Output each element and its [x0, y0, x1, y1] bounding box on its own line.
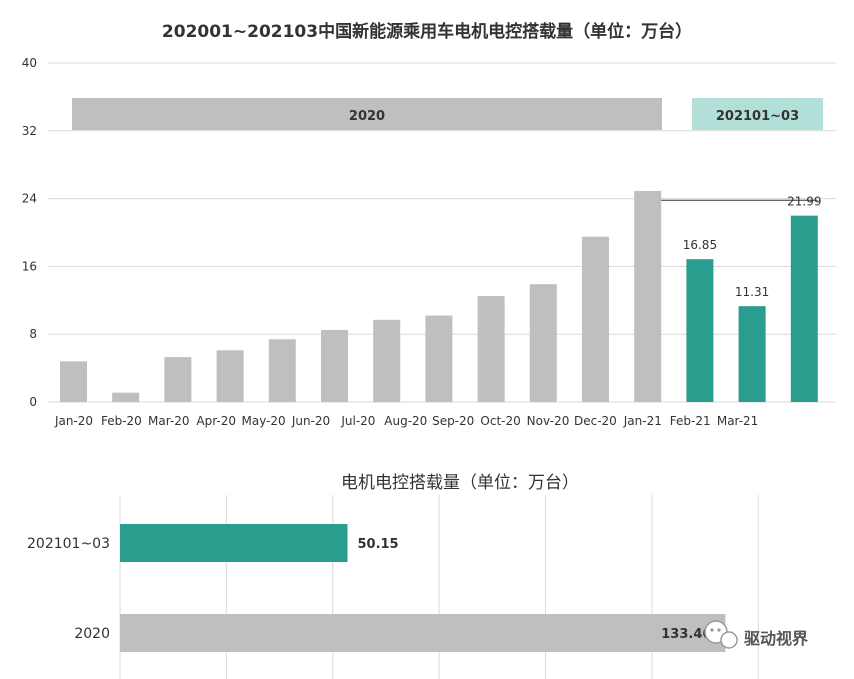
chart-1-y-axis: 0 8 16 24 32 40 — [22, 56, 37, 409]
group-label-box — [692, 98, 823, 130]
x-tick-label: Mar-20 — [148, 414, 189, 428]
x-tick-label: Nov-20 — [527, 414, 570, 428]
x-tick-label: Aug-20 — [384, 414, 427, 428]
x-tick-label: Jun-20 — [291, 414, 330, 428]
y-tick-label: 2020 — [74, 626, 110, 642]
bar — [373, 319, 401, 402]
y-tick-label: 8 — [29, 327, 37, 341]
y-tick-label: 40 — [22, 56, 37, 70]
bar — [686, 259, 714, 402]
bar — [790, 215, 818, 402]
data-label: 133.46 — [661, 627, 711, 642]
x-tick-label: Feb-21 — [670, 414, 711, 428]
bar — [60, 361, 87, 402]
bar — [477, 296, 505, 402]
y-tick-label: 24 — [22, 192, 37, 206]
y-tick-label: 16 — [22, 259, 37, 273]
x-tick-label: Jul-20 — [340, 414, 375, 428]
bar — [582, 236, 609, 402]
data-label: 11.31 — [735, 285, 769, 299]
bar — [738, 306, 766, 402]
x-tick-label: Jan-21 — [623, 414, 662, 428]
x-tick-label: Mar-21 — [717, 414, 758, 428]
bar — [321, 329, 348, 402]
bar — [268, 339, 296, 402]
bar — [634, 190, 662, 402]
bar — [529, 284, 557, 402]
chart-1-x-axis: Jan-20 Feb-20 Mar-20 Apr-20 May-20 Jun-20 Jul-… — [54, 414, 758, 428]
x-tick-label: Sep-20 — [432, 414, 474, 428]
bar — [216, 350, 244, 402]
y-tick-label: 0 — [29, 395, 37, 409]
chart-1-bars — [60, 190, 818, 402]
chart-1-title: 202001~202103中国新能源乘用车电机电控搭载量（单位：万台） — [162, 21, 692, 42]
group-label-box — [72, 98, 662, 130]
x-tick-label: Jan-20 — [54, 414, 93, 428]
bar — [120, 614, 726, 652]
bar — [164, 357, 192, 402]
chart-1-group-labels: 2020 202101~03 — [72, 98, 823, 130]
bar — [425, 315, 453, 402]
watermark-text: 驱动视界 — [744, 629, 808, 648]
chart-2-title: 电机电控搭载量（单位：万台） — [341, 473, 579, 493]
chart-2-labels: 202101~03 50.15 2020 133.46 — [27, 536, 711, 642]
data-label: 16.85 — [683, 238, 717, 252]
data-label: 50.15 — [357, 537, 398, 552]
bar — [120, 524, 348, 562]
x-tick-label: Dec-20 — [574, 414, 617, 428]
watermark: 驱动视界 — [704, 620, 808, 649]
bar — [112, 392, 140, 402]
y-tick-label: 202101~03 — [27, 536, 110, 552]
x-tick-label: Apr-20 — [196, 414, 236, 428]
group-label: 2020 — [349, 109, 385, 124]
data-label: 21.99 — [787, 195, 821, 209]
group-label: 202101~03 — [716, 109, 799, 124]
x-tick-label: Oct-20 — [480, 414, 520, 428]
chart-1-data-labels: 16.85 11.31 21.99 — [683, 195, 822, 300]
x-tick-label: Feb-20 — [101, 414, 142, 428]
chart-2-bars — [120, 524, 726, 652]
y-tick-label: 32 — [22, 124, 37, 138]
wechat-icon — [704, 620, 738, 649]
x-tick-label: May-20 — [241, 414, 285, 428]
